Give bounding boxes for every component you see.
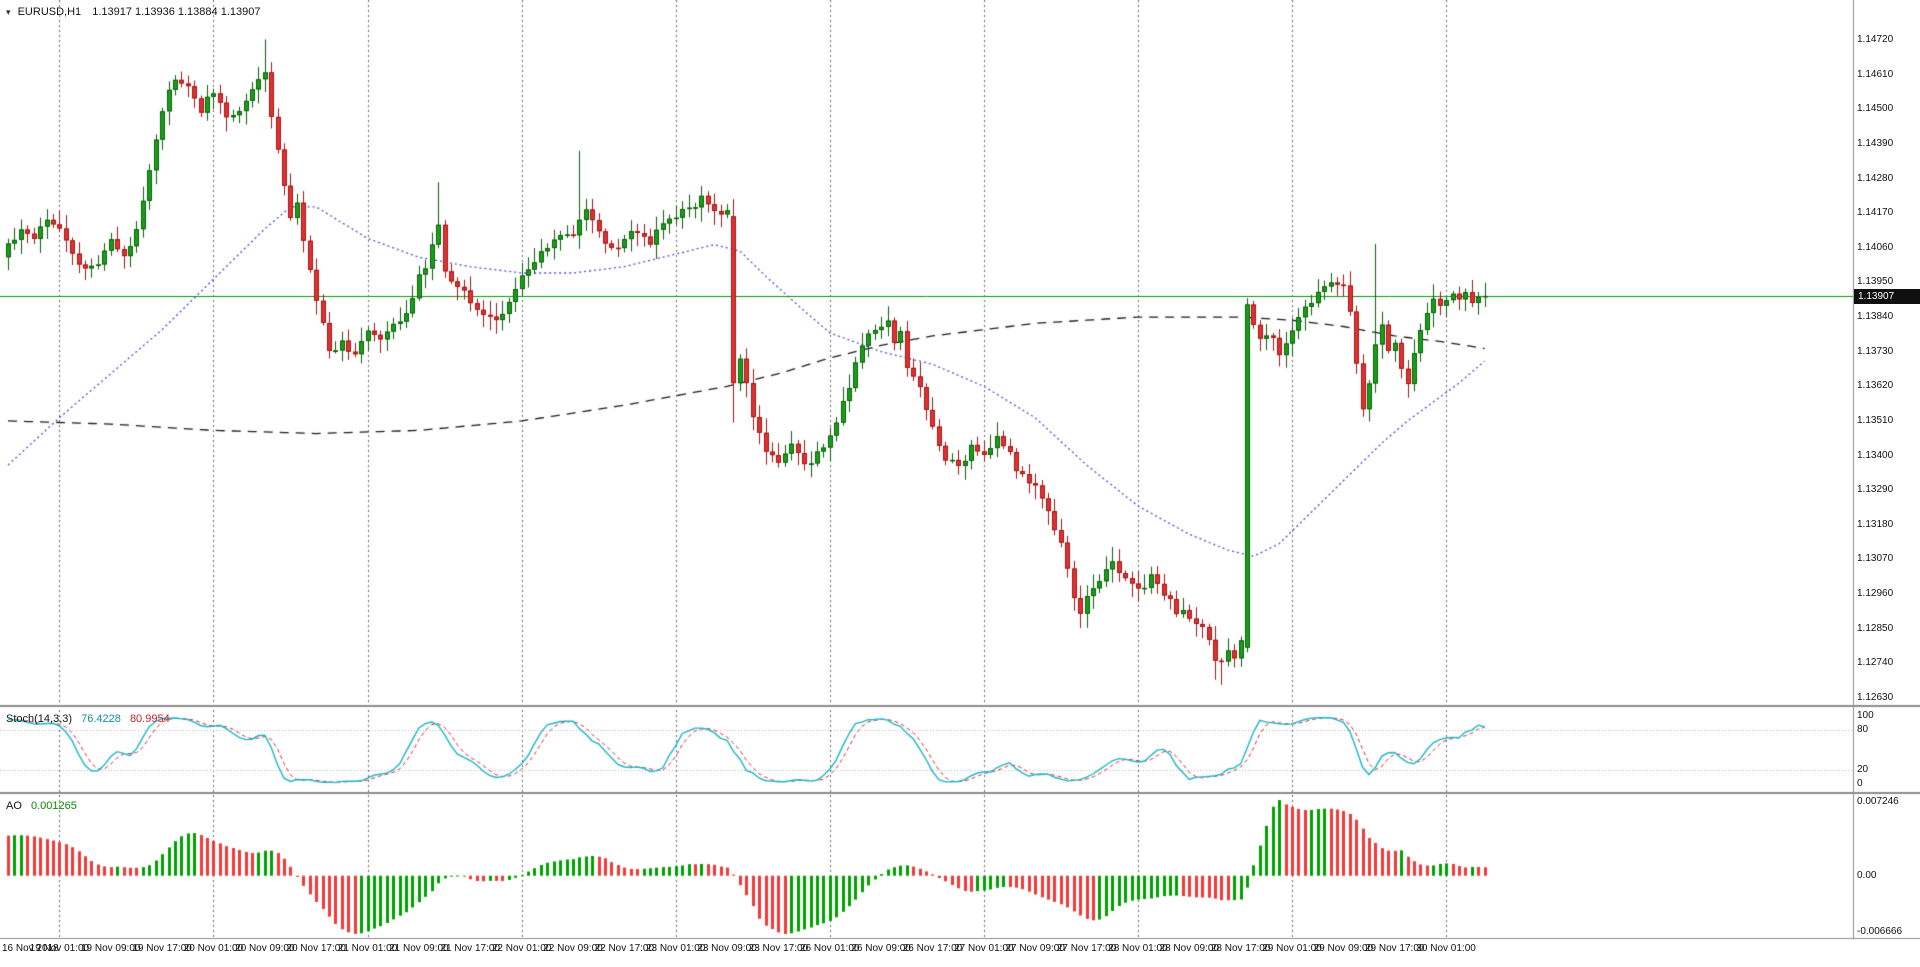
mt4-chart-window: ▾ EURUSD,H1 1.13917 1.13936 1.13884 1.13… (0, 0, 1920, 967)
chart-canvas[interactable] (0, 0, 1920, 967)
